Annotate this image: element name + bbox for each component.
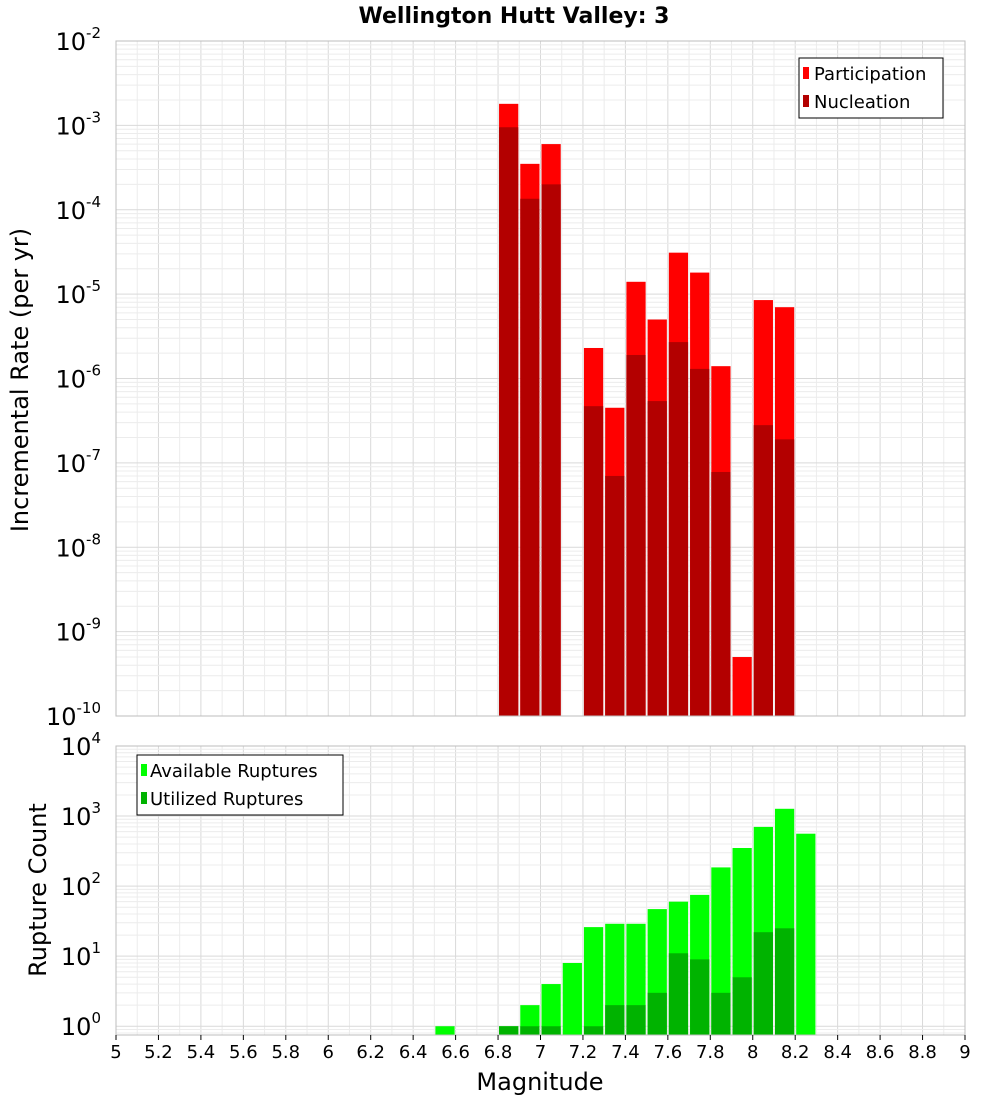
count-y-tick-label: 102 (61, 869, 101, 901)
x-tick-label: 7.8 (696, 1042, 725, 1063)
x-tick-label: 8.8 (908, 1042, 937, 1063)
rate-nucleation-bar (774, 439, 795, 716)
count-utilized-ruptures-bar (520, 1026, 540, 1035)
count-available-ruptures-bar (435, 1026, 455, 1035)
rate-plot-border (115, 40, 966, 717)
participation-legend-swatch (803, 67, 809, 79)
rate-nucleation-bar (668, 342, 689, 716)
x-tick-label: 7.2 (569, 1042, 598, 1063)
rate-panel: 10-10 10-9 10-8 10-7 10-6 10-5 10-4 10-3 10-2 In… (6, 24, 966, 731)
count-y-tick-label: 104 (61, 729, 101, 761)
x-tick-label: 6.8 (484, 1042, 513, 1063)
nucleation-legend-label: Nucleation (814, 92, 910, 113)
count-y-tick-label: 100 (61, 1009, 101, 1041)
rate-nucleation-bar (541, 184, 561, 717)
x-tick-label: 6.6 (441, 1042, 470, 1063)
count-y-tick-label: 103 (61, 799, 101, 831)
x-tick-label: 8.6 (866, 1042, 895, 1063)
count-utilized-ruptures-bar (732, 977, 752, 1035)
rate-nucleation-bar (583, 406, 604, 716)
x-tick-label: 5.8 (271, 1042, 300, 1063)
x-tick-label: 5.2 (144, 1042, 173, 1063)
x-tick-label: 5.6 (229, 1042, 258, 1063)
x-tick-label: 9 (959, 1042, 970, 1063)
available-legend-swatch (141, 764, 147, 776)
x-tick-label: 6.2 (356, 1042, 385, 1063)
available-legend-label: Available Ruptures (150, 761, 318, 782)
x-tick-label: 6.4 (399, 1042, 428, 1063)
x-tick-label: 7.4 (611, 1042, 640, 1063)
rate-nucleation-bar (520, 198, 540, 717)
rate-y-ticks: 10-10 10-9 10-8 10-7 10-6 10-5 10-4 10-3 10-2 (46, 24, 101, 731)
count-utilized-ruptures-bar (711, 992, 731, 1035)
rate-nucleation-bar (499, 127, 519, 716)
count-y-tick-label: 101 (61, 939, 101, 971)
count-available-ruptures-bar (541, 984, 561, 1035)
nucleation-legend-swatch (803, 95, 809, 107)
rate-nucleation-bar (626, 354, 646, 716)
count-legend-box (136, 754, 344, 816)
magnitude-x-ticks: 5 5.2 5.4 5.6 5.8 6 6.2 6.4 6.6 6.8 7 7.2 7.4 7.6 7.8 8… (110, 1035, 971, 1063)
count-grid (115, 745, 966, 1035)
utilized-legend-label: Utilized Ruptures (150, 789, 303, 810)
rate-y-tick-label: 10-9 (55, 615, 101, 647)
count-utilized-ruptures-bar (605, 1005, 625, 1035)
rate-participation-bar (732, 657, 752, 716)
rate-grid (115, 40, 966, 717)
count-utilized-ruptures-bar (774, 928, 795, 1035)
count-utilized-ruptures-bar (690, 959, 710, 1035)
rate-y-tick-label: 10-2 (55, 24, 101, 56)
count-utilized-ruptures-bar (753, 932, 773, 1035)
rate-nucleation-bar (711, 471, 731, 716)
x-tick-label: 5.4 (187, 1042, 216, 1063)
rate-y-tick-label: 10-10 (46, 699, 101, 731)
count-y-axis-label: Rupture Count (24, 803, 52, 977)
x-tick-label: 8.2 (781, 1042, 810, 1063)
count-utilized-ruptures-bar (626, 1005, 646, 1035)
x-tick-label: 8 (747, 1042, 758, 1063)
rate-y-tick-label: 10-8 (55, 530, 101, 562)
count-utilized-ruptures-bar (647, 992, 667, 1035)
rate-y-tick-label: 10-3 (55, 108, 101, 140)
rate-y-axis-label: Incremental Rate (per yr) (6, 228, 34, 532)
rate-y-tick-label: 10-5 (55, 277, 101, 309)
rate-y-tick-label: 10-6 (55, 362, 101, 394)
x-tick-label: 6 (323, 1042, 334, 1063)
rate-nucleation-bar (753, 425, 773, 716)
count-available-ruptures-bar (562, 962, 582, 1035)
x-tick-label: 5 (110, 1042, 121, 1063)
count-y-ticks: 100 101 102 103 104 (61, 729, 101, 1041)
rate-nucleation-bar (647, 401, 667, 716)
rate-bars (499, 103, 795, 717)
rate-y-tick-label: 10-4 (55, 193, 101, 225)
rate-legend-box (798, 57, 944, 119)
chart-title: Wellington Hutt Valley: 3 (359, 4, 670, 29)
utilized-legend-swatch (141, 792, 147, 804)
x-tick-label: 8.4 (823, 1042, 852, 1063)
rate-nucleation-bar (690, 368, 710, 716)
x-tick-label: 7.6 (654, 1042, 683, 1063)
x-tick-label: 7 (535, 1042, 546, 1063)
count-utilized-ruptures-bar (499, 1026, 519, 1035)
rate-nucleation-bar (605, 475, 625, 716)
rate-legend: Participation Nucleation (798, 57, 944, 119)
magnitude-x-axis-label: Magnitude (476, 1068, 603, 1096)
count-utilized-ruptures-bar (583, 1026, 604, 1035)
count-available-ruptures-bar (796, 833, 816, 1035)
count-legend: Available Ruptures Utilized Ruptures (136, 754, 344, 816)
count-bars (435, 808, 816, 1035)
count-utilized-ruptures-bar (541, 1026, 561, 1035)
count-utilized-ruptures-bar (668, 953, 689, 1035)
count-panel: 100 101 102 103 104 5 5.2 5.4 5.6 5.8 6 6.2 6.4 6.6 6… (24, 729, 971, 1096)
rate-y-tick-label: 10-7 (55, 446, 101, 478)
participation-legend-label: Participation (814, 64, 926, 85)
count-available-ruptures-bar (583, 927, 604, 1035)
